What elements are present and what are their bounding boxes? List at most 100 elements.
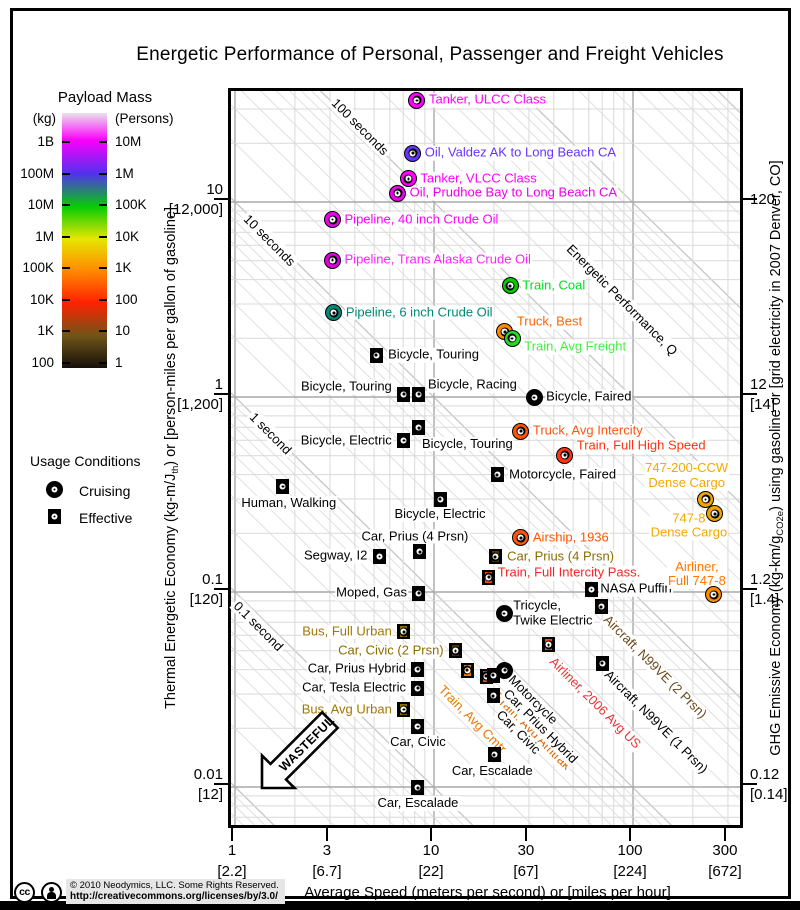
data-point bbox=[488, 549, 502, 565]
data-point bbox=[411, 780, 425, 796]
x-tick-mark bbox=[325, 828, 329, 841]
point-label: Truck, Avg Intercity bbox=[531, 422, 644, 439]
point-label: Car, Prius Hybrid bbox=[306, 660, 407, 677]
point-label: Car, Prius (4 Prsn) bbox=[360, 528, 470, 544]
y-axis-title-left: Thermal Energetic Economy (kg-m/Jth) or … bbox=[163, 207, 181, 709]
y-tick-mark-left bbox=[214, 587, 228, 591]
usage-legend-cruising-label: Cruising bbox=[79, 483, 131, 499]
wasteful-arrow: WASTEFUL bbox=[260, 710, 340, 790]
y-tick-label-left: 10 [12,000] bbox=[168, 181, 223, 219]
point-label: Pipeline, Trans Alaska Crude Oil bbox=[343, 251, 532, 268]
point-label: Truck, Best bbox=[515, 313, 584, 330]
payload-tick bbox=[99, 172, 107, 175]
payload-tick bbox=[62, 361, 70, 364]
attribution-person-icon bbox=[41, 882, 62, 903]
payload-tick bbox=[62, 298, 70, 301]
usage-legend-title: Usage Conditions bbox=[30, 453, 141, 469]
payload-persons-label: 1 bbox=[115, 354, 123, 370]
data-point bbox=[487, 747, 501, 763]
y-tick-mark-right bbox=[743, 197, 757, 201]
data-point bbox=[495, 604, 513, 622]
point-label: Human, Walking bbox=[240, 494, 338, 511]
y-tick-label-left: 1 [1,200] bbox=[177, 376, 223, 414]
payload-kg-label: 100 bbox=[31, 354, 54, 370]
data-point bbox=[411, 680, 425, 696]
payload-kg-label: 10K bbox=[29, 291, 54, 307]
point-label: Bicycle, Electric bbox=[299, 432, 393, 448]
payload-kg-label: 100K bbox=[22, 260, 54, 276]
payload-tick bbox=[62, 235, 70, 238]
x-tick-mark bbox=[230, 828, 234, 841]
y-tick-mark-left bbox=[214, 392, 228, 396]
data-point bbox=[397, 624, 411, 640]
payload-tick bbox=[99, 267, 107, 270]
payload-persons-label: 1K bbox=[115, 260, 132, 276]
point-label: Train, Coal bbox=[521, 277, 587, 294]
payload-kg-label: 1M bbox=[35, 228, 54, 244]
data-point bbox=[372, 548, 386, 564]
payload-kg-label: 100M bbox=[20, 165, 54, 181]
point-label: Bicycle, Touring bbox=[299, 378, 393, 395]
data-point bbox=[482, 569, 496, 585]
x-tick-label: 300 [672] bbox=[708, 842, 742, 880]
point-label: Car, Tesla Electric bbox=[301, 679, 407, 696]
payload-tick bbox=[62, 204, 70, 207]
point-label: Bus, Full Urban bbox=[301, 623, 393, 639]
axis-subscript: CO2e bbox=[775, 510, 786, 536]
payload-persons-label: 100K bbox=[115, 197, 147, 213]
point-label: Moped, Gas bbox=[335, 584, 408, 601]
point-label: Car, Civic (2 Prsn) bbox=[337, 642, 445, 659]
outer-frame bbox=[10, 8, 791, 899]
data-point bbox=[325, 304, 343, 322]
data-point bbox=[449, 643, 463, 659]
data-point bbox=[594, 599, 608, 615]
point-label: Car, Escalade bbox=[450, 762, 534, 779]
payload-tick bbox=[99, 235, 107, 238]
data-point bbox=[512, 422, 530, 440]
point-label: Tanker, VLCC Class bbox=[419, 170, 538, 187]
data-point bbox=[324, 251, 342, 269]
data-point bbox=[460, 662, 474, 678]
point-label: Oil, Valdez AK to Long Beach CA bbox=[423, 144, 618, 161]
cruising-marker-icon bbox=[46, 481, 63, 498]
point-label: Bicycle, Faired bbox=[545, 389, 633, 405]
chart-title: Energetic Performance of Personal, Passe… bbox=[136, 44, 724, 65]
data-point bbox=[490, 467, 504, 483]
x-tick-mark bbox=[723, 828, 727, 841]
data-point bbox=[525, 388, 543, 406]
point-label: Bicycle, Touring bbox=[420, 435, 514, 452]
data-point bbox=[512, 529, 530, 547]
license-url[interactable]: http://creativecommons.org/licenses/by/3… bbox=[70, 891, 278, 902]
payload-persons-label: 1M bbox=[115, 165, 134, 181]
point-label: Car, Civic bbox=[389, 733, 447, 750]
data-point bbox=[413, 544, 427, 560]
data-point bbox=[412, 585, 426, 601]
y-tick-label-right: 0.12 [0.14] bbox=[750, 766, 788, 804]
data-point bbox=[324, 211, 342, 228]
point-label: 747-200-CCW Dense Cargo bbox=[644, 460, 730, 491]
point-label: NASA Puffin bbox=[599, 581, 673, 597]
payload-persons-label: 10M bbox=[115, 134, 142, 149]
payload-tick bbox=[62, 267, 70, 270]
x-tick-mark bbox=[524, 828, 528, 841]
data-point bbox=[404, 144, 422, 162]
y-tick-label-right: 1.2 [1.4] bbox=[750, 571, 780, 609]
data-point bbox=[706, 505, 724, 523]
point-label: Car, Escalade bbox=[376, 794, 460, 811]
person-head bbox=[49, 886, 54, 892]
payload-legend-title: Payload Mass bbox=[57, 89, 153, 106]
payload-tick bbox=[99, 298, 107, 301]
x-axis-title: Average Speed (meters per second) or [mi… bbox=[304, 884, 671, 901]
cc-icon: cc bbox=[14, 882, 35, 903]
point-label: 747-8 Dense Cargo bbox=[649, 510, 729, 541]
y-tick-mark-right bbox=[743, 392, 757, 396]
y-tick-mark-left bbox=[214, 782, 228, 786]
x-tick-label: 1 [2.2] bbox=[217, 842, 247, 880]
x-tick-label: 30 [67] bbox=[513, 842, 539, 880]
data-point bbox=[486, 688, 500, 704]
payload-legend-persons-header: (Persons) bbox=[115, 111, 174, 126]
point-label: Pipeline, 6 inch Crude Oil bbox=[344, 304, 494, 321]
point-label: Oil, Prudhoe Bay to Long Beach CA bbox=[408, 184, 619, 201]
payload-tick bbox=[99, 204, 107, 207]
data-point bbox=[412, 420, 426, 436]
